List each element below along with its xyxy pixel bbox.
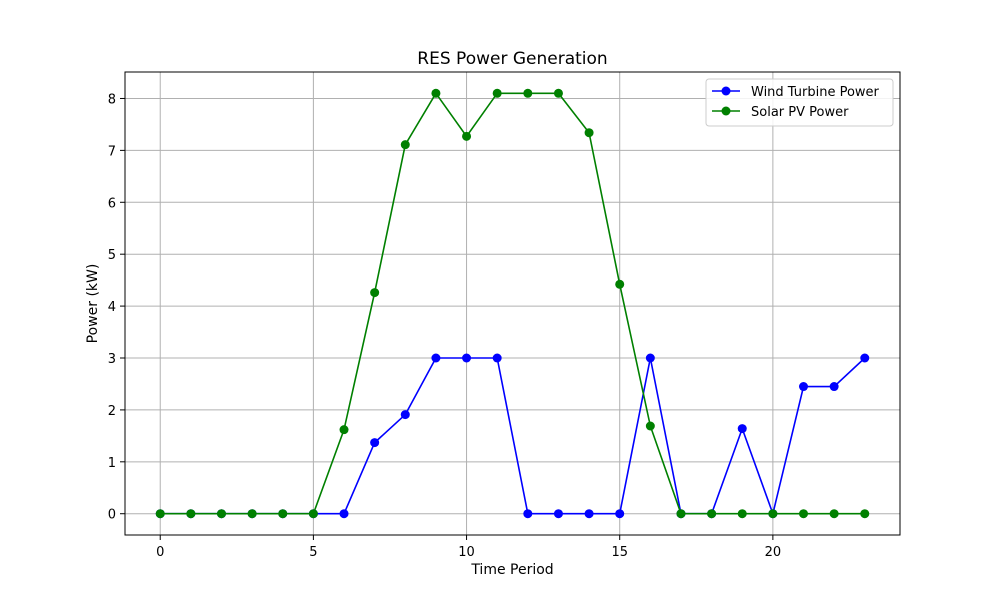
data-point-1	[186, 509, 196, 519]
data-point-1	[492, 88, 502, 98]
data-point-1	[431, 88, 441, 98]
data-point-0	[462, 353, 472, 363]
data-point-1	[584, 128, 594, 138]
legend-box	[705, 78, 894, 127]
data-point-0	[829, 382, 839, 392]
plot-frame	[124, 71, 901, 536]
data-point-1	[768, 509, 778, 519]
series-line-1	[160, 92, 865, 515]
data-point-1	[400, 140, 410, 150]
data-point-0	[645, 353, 655, 363]
y-tick-label: 8	[108, 92, 116, 107]
data-point-1	[278, 509, 288, 519]
x-tick-label: 20	[765, 545, 782, 560]
data-point-1	[645, 421, 655, 431]
data-point-1	[799, 509, 809, 519]
chart-title: RES Power Generation	[417, 49, 607, 69]
legend: Wind Turbine Power Solar PV Power	[705, 78, 894, 127]
data-point-1	[155, 509, 165, 519]
legend-marker-wind	[721, 86, 731, 96]
x-tick-label: 0	[156, 545, 164, 560]
data-point-1	[676, 509, 686, 519]
data-point-0	[799, 382, 809, 392]
data-point-0	[523, 509, 533, 519]
data-point-1	[737, 509, 747, 519]
data-point-1	[553, 88, 563, 98]
data-point-1	[339, 425, 349, 435]
data-point-0	[584, 509, 594, 519]
data-point-1	[829, 509, 839, 519]
series-group	[155, 88, 870, 519]
data-point-0	[737, 424, 747, 434]
legend-label-solar: Solar PV Power	[751, 105, 849, 120]
data-point-1	[615, 279, 625, 289]
data-point-0	[860, 353, 870, 363]
data-point-1	[860, 509, 870, 519]
data-point-0	[370, 438, 380, 448]
data-point-1	[707, 509, 717, 519]
data-point-0	[492, 353, 502, 363]
data-point-0	[615, 509, 625, 519]
y-tick-label: 3	[108, 352, 116, 367]
x-tick-label: 5	[309, 545, 317, 560]
y-tick-label: 6	[108, 196, 116, 211]
y-tick-label: 7	[108, 144, 116, 159]
y-axis-label: Power (kW)	[85, 264, 101, 344]
y-tick-label: 0	[108, 508, 116, 523]
x-tick-label: 15	[611, 545, 628, 560]
legend-label-wind: Wind Turbine Power	[751, 85, 880, 100]
data-point-1	[247, 509, 257, 519]
data-point-0	[553, 509, 563, 519]
y-tick-label: 4	[108, 300, 116, 315]
legend-marker-solar	[721, 106, 731, 116]
data-point-1	[216, 509, 226, 519]
x-tick-label: 10	[458, 545, 475, 560]
grid	[125, 72, 900, 535]
y-tick-label: 1	[108, 456, 116, 471]
axis-ticks: 0 5 10 15 20 0 1 2 3 4 5 6 7 8	[108, 92, 781, 560]
data-point-1	[462, 131, 472, 141]
data-point-0	[400, 410, 410, 420]
data-point-0	[339, 509, 349, 519]
data-point-1	[370, 288, 380, 298]
data-point-1	[308, 509, 318, 519]
y-tick-label: 2	[108, 404, 116, 419]
data-point-0	[431, 353, 441, 363]
y-tick-label: 5	[108, 248, 116, 263]
data-point-1	[523, 88, 533, 98]
x-axis-label: Time Period	[470, 562, 553, 578]
